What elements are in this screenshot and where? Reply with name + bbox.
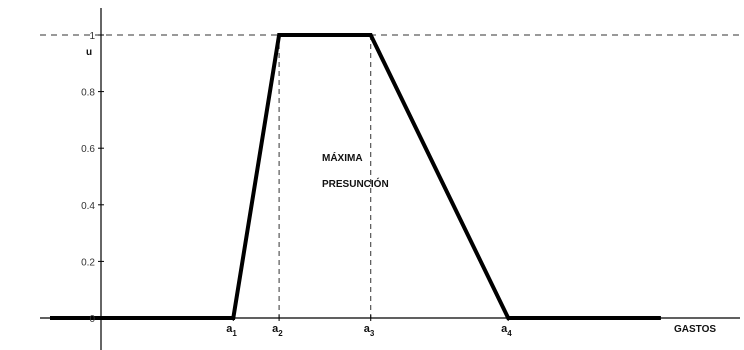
annotation-line-2: PRESUNCIÓN [322,177,389,190]
vertical-guides-layer [278,35,372,318]
y-tick-label: 0.4 [81,201,95,212]
x-marker-subscript: 4 [507,329,512,338]
x-marker-base: a [364,323,371,335]
x-marker-subscript: 1 [232,329,237,338]
x-axis-label: GASTOS [674,324,716,335]
axes-layer [40,8,740,350]
y-axis-label: u [86,47,92,58]
series-line-0 [50,33,661,320]
x-marker-base: a [226,323,233,335]
y-tick-label: 1 [89,31,95,42]
series-layer [49,33,662,320]
x-marker-subscript: 2 [278,329,283,338]
x-marker-label: a3 [364,323,375,338]
y-tick-label: 0.8 [81,88,95,99]
x-marker-label: a2 [272,323,283,338]
y-tick-label: 0.2 [81,257,95,268]
x-marker-subscript: 3 [370,329,375,338]
y-tick-label: 0.6 [81,144,95,155]
x-marker-label: a1 [226,323,237,338]
annotation-line-1: MÁXIMA [322,151,363,164]
y-tick-label: 0 [89,314,95,325]
x-marker-label: a4 [501,323,512,338]
x-marker-base: a [501,323,508,335]
x-marker-base: a [272,323,279,335]
